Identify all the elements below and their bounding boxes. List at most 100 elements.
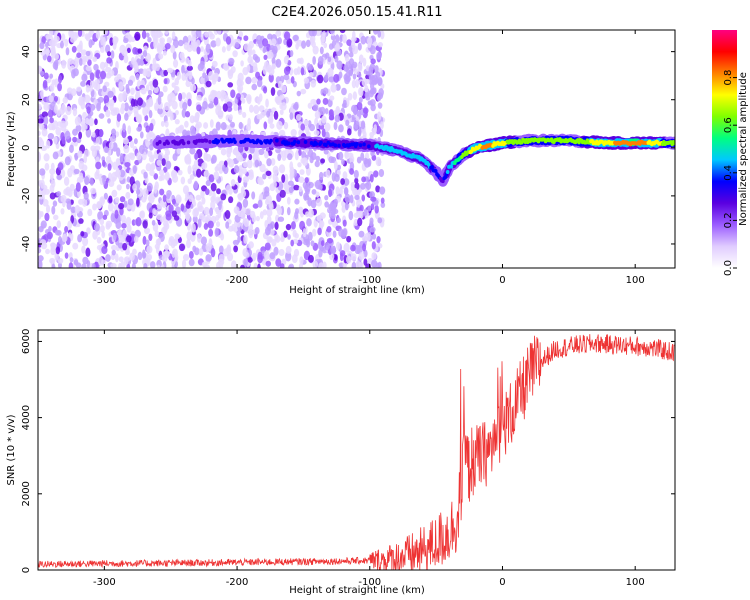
spectrogram-noise-cell [301,40,307,49]
spectrogram-noise-cell [217,30,222,35]
spectrogram-noise-cell [119,106,125,115]
spectrogram-noise-cell [335,42,340,52]
spectrogram-noise-cell [288,264,294,268]
spectrogram-noise-cell [214,196,222,202]
spectrogram-noise-cell [296,66,301,75]
spectrogram-noise-cell [171,198,176,205]
spectrogram-noise-cell [286,196,291,205]
spectrogram-noise-cell [77,150,83,158]
spectrogram-noise-cell [299,169,305,176]
spectrogram-noise-cell [371,127,377,135]
spectrogram-noise-cell [127,79,134,86]
spectrogram-noise-cell [267,237,272,244]
spectrogram-noise-cell [324,122,331,132]
spectrogram-noise-cell [215,214,220,221]
spectrogram-noise-cell [353,107,358,116]
spectrogram-noise-cell [45,34,51,40]
spectrogram-noise-cell [203,222,209,230]
spectrogram-noise-cell [62,96,68,104]
spectrogram-noise-cell [149,261,156,268]
spectrogram-noise-cell [38,247,42,254]
spectrogram-noise-cell [303,119,309,126]
spectrogram-noise-cell [358,54,364,64]
spectrogram-noise-cell [78,218,84,224]
spectrogram-noise-cell [118,262,122,268]
spectrogram-noise-cell [194,115,199,123]
spectrogram-noise-cell [362,57,367,67]
spectrogram-noise-cell [182,101,188,111]
spectrogram-noise-cell [200,46,204,52]
spectrogram-noise-cell [53,136,58,145]
spectrogram-noise-cell [197,63,204,72]
spectrogram-noise-cell [108,195,113,203]
spectrogram-noise-cell [228,114,233,121]
spectrogram-noise-cell [141,30,147,40]
spectrogram-noise-cell [112,142,118,152]
spectrogram-noise-cell [371,154,377,161]
spectrogram-noise-cell [357,217,363,227]
spectrogram-noise-cell [118,256,124,263]
spectrogram-noise-cell [99,61,106,70]
spectrogram-noise-cell [220,193,227,201]
spectrogram-noise-cell [257,254,263,264]
spectrogram-noise-cell [115,169,121,178]
spectrogram-noise-cell [81,245,86,254]
spectrogram-noise-cell [193,159,199,167]
spectrogram-noise-cell [107,202,114,212]
spectrogram-noise-cell [152,57,157,67]
spectrogram-noise-cell [211,76,216,83]
spectrogram-noise-cell [357,72,362,79]
spectrogram-noise-cell [251,49,256,56]
spectrogram-noise-cell [346,235,352,243]
spectrogram-noise-cell [264,186,270,194]
spectrogram-noise-cell [209,207,214,217]
spectrogram-noise-cell [330,83,337,93]
spectrogram-noise-cell [120,214,127,223]
spectrogram-noise-cell [142,220,148,229]
spectrogram-noise-cell [263,150,269,159]
spectrogram-noise-cell [180,203,185,212]
spectrogram-noise-cell [260,111,266,118]
spectrogram-noise-cell [243,161,248,168]
spectrogram-noise-cell [223,62,229,70]
spectrogram-noise-cell [38,152,42,162]
spectrogram-noise-cell [163,78,168,85]
spectrogram-noise-cell [228,57,235,65]
snr-y-axis-label: SNR (10 * v/v) [6,414,17,485]
spectrogram-ridge-cell [216,139,221,144]
spectrogram-noise-cell [147,89,153,96]
spectrogram-noise-cell [196,46,201,55]
spectrogram-noise-cell [265,98,269,108]
spectrogram-noise-cell [99,46,105,53]
spectrogram-noise-cell [329,30,335,34]
spectrogram-noise-cell [257,263,261,268]
spectrogram-noise-cell [238,121,243,130]
spectrogram-noise-cell [302,157,309,166]
spectrogram-noise-cell [78,58,83,66]
spectrogram-noise-cell [72,107,78,117]
spectrogram-noise-cell [299,57,304,65]
spectrogram-ridge-cell [158,140,162,145]
spectrogram-noise-cell [248,153,253,161]
spectrogram-noise-cell [71,69,76,79]
snr-x-axis-label: Height of straight line (km) [289,585,425,596]
spectrogram-noise-cell [309,155,314,164]
spectrogram-noise-cell [171,210,178,218]
spectrogram-noise-cell [279,263,285,268]
spectrogram-noise-cell [53,214,59,221]
spectrogram-noise-cell [249,210,256,219]
spectrogram-noise-cell [336,164,342,170]
spectrogram-noise-cell [136,152,142,161]
spectrogram-noise-cell [182,129,188,137]
spectrogram-noise-cell [342,219,347,227]
spectrogram-noise-cell [142,50,148,58]
spectrogram-noise-cell [262,65,267,75]
spectrogram-noise-cell [49,73,54,79]
spectrogram-noise-cell [350,244,356,252]
spectrogram-noise-cell [162,194,167,203]
spectrogram-y-axis-label: Frequency (Hz) [6,111,17,187]
spectrogram-noise-cell [319,46,324,55]
spectrogram-noise-cell [83,154,88,164]
spectrogram-noise-cell [333,198,338,206]
spectrogram-noise-cell [145,239,150,247]
